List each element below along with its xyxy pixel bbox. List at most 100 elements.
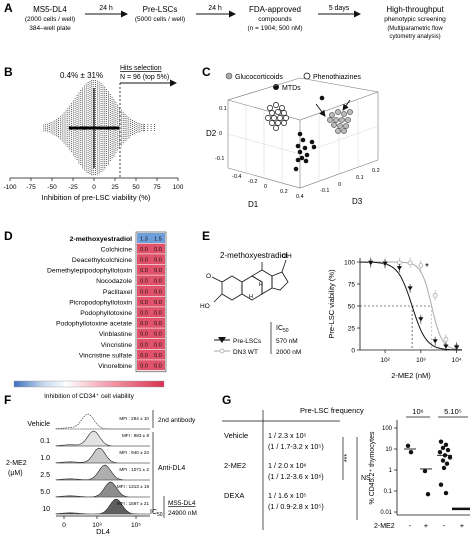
e-legend-ic50-1: 570 nM [276,338,298,345]
c-mtd-point [302,145,308,151]
c-glucocorticoid-point [273,125,279,131]
heatmap-cell-value: 0.0 [140,279,148,285]
panel-b: B 0.4% ± 31% Hits selection N = 96 (top … [3,65,183,202]
e-star: * [425,262,429,273]
e-dn3-point [407,260,413,266]
beeswarm-plot [43,80,155,176]
f-mfi-label: MFI : 1071 ± 2 [119,467,149,472]
c-glucocorticoid-point [281,110,287,116]
g-row-name: 2-ME2 [224,461,246,470]
heatmap-row-label: Vinblastine [99,331,132,338]
step-1-sub2: 384–well plate [29,25,71,32]
heatmap-cell [151,243,165,254]
g-dot-point [444,461,450,466]
heatmap-cell [137,307,151,318]
g-dot-point [425,491,431,497]
e-y-tick-label: 0 [351,347,355,354]
heatmap-cell [137,360,151,371]
g-row-frequency: 1 / 1.6 x 10⁵ [268,491,307,500]
c-glucocorticoid-point [269,110,275,116]
e-dn3-point [432,293,438,298]
f-tick-label: 10³ [92,522,102,529]
e-prelsc-point [443,344,449,349]
e-prelsc-point [418,317,424,322]
b-x-ticks: -100 -75 -50 -25 0 25 50 75 100 [3,178,184,191]
heatmap-row-label: Vincristine sulfate [79,352,132,359]
g-dot-x-tick-label: + [460,521,465,530]
e-legend-name-1: Pre-LSCs [233,338,262,345]
g-dot-y-tick-label: 1 [389,468,393,474]
step-1-sub1: (2000 cells / well) [25,16,75,23]
e-h-atom-2: H [249,294,253,300]
g-row-frequency: 1 / 2.3 x 10⁵ [268,431,307,440]
g-dot-point [438,482,444,487]
c-mtd-point [297,149,303,155]
f-mfi-label: MFI : 940 ± 24 [119,450,149,455]
g-dot-x-tick-label: + [424,521,429,530]
c-axis-ticks: -0.4 -0.2 0 0.2 0.4 -0.1 0 0.1 -0.1 0 0.1 0.2 [215,106,380,200]
g-dot-point [443,442,449,447]
e-structure [211,259,289,303]
b-tick-label: -100 [3,184,16,191]
c-mtd-point [295,143,301,149]
f-mfi-label: MFI : 1313 ± 19 [117,484,150,489]
e-y-tick-label: 75 [348,281,356,288]
heatmap-cell-value: 0.0 [140,289,148,295]
e-h-atom-1: H [259,282,263,288]
heatmap-frame [135,231,167,373]
c-glucocorticoid-point [279,105,285,111]
g-row-ci: (1 / 1.2-3.6 x 10⁶) [268,472,324,481]
e-prelsc-point [432,339,438,344]
heatmap-scale [13,380,165,388]
g-sig-stars: *** [344,454,351,462]
g-dot-group-2: 5.10⁵ [444,407,462,416]
panel-c: C Glucocorticoids Phenothiazines MTDs D2… [202,65,380,209]
b-tick-label: -75 [26,184,36,191]
e-prelsc-point [368,260,374,266]
heatmap-cell [151,254,165,265]
c-d2-label: D2 [206,129,217,138]
c-d3-label: D3 [352,197,363,206]
panel-d-label: D [4,229,13,243]
c-glucocorticoid-point [275,120,281,126]
c-phenothiazine-point [345,117,351,123]
c-phenothiazine-point [335,109,341,115]
heatmap-cell [151,275,165,286]
f-ic50-value: 24900 nM [168,510,197,517]
step-3-title: FDA-approved [249,5,301,14]
panel-f-label: F [4,393,11,407]
heatmap-cell-value: 0.0 [154,332,162,338]
g-dot-y-tick-label: 0.1 [384,489,393,495]
c-phenothiazine-point [331,122,337,128]
c-d2-tick: 0 [219,131,222,137]
e-y-tick-label: 25 [348,325,356,332]
heatmap-row-label: Paclitaxel [103,289,133,296]
heatmap-cell [137,275,151,286]
heatmap-row-label: Podophyllotoxine acetate [56,321,132,328]
f-mfi-label: MFI : 1597 ± 21 [117,501,150,506]
c-glucocorticoid-point [267,105,273,111]
arrow-3-label: 5 days [329,5,350,12]
g-row-name: Vehicle [224,431,248,440]
g-dot-point [438,439,444,444]
b-tick-label: 100 [173,184,184,191]
panel-b-stat: 0.4% ± 31% [60,71,103,80]
g-dot-y-label: % CD45.2⁺ thymocytes [369,431,376,504]
heatmap-row-label: Demethylepipodophyllotoxin [47,268,132,275]
g-dot-point [443,490,449,496]
heatmap-cell-value: 0.0 [154,311,162,317]
c-mtd-point [311,144,317,150]
g-dot-group-1: 10⁶ [412,407,423,416]
heatmap-cell-value: 0.0 [140,364,148,370]
heatmap-cell [151,264,165,275]
e-ticks: 0 25 50 75 100 10² 10³ 10⁴ [344,259,462,364]
heatmap-cell-value: 0.0 [140,247,148,253]
heatmap-cell [137,286,151,296]
g-dot-point [445,447,451,453]
c-phenothiazine-point [341,111,347,117]
panel-e: E 2-methoxyestradiol OH O HO H H IC50 Pr… [200,229,463,380]
heatmap-cell-value: 0.0 [154,247,162,253]
g-dot-point [408,449,414,455]
g-dot-y-tick-label: 100 [382,426,393,432]
